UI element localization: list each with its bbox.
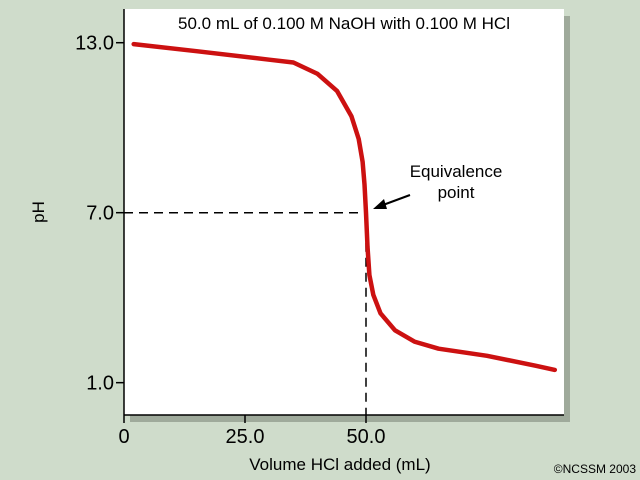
y-axis-title: pH [29, 201, 48, 223]
plot-area [124, 9, 564, 415]
x-tick-label: 0 [118, 426, 129, 448]
y-tick-label: 1.0 [86, 373, 114, 395]
x-tick-label: 50.0 [347, 426, 386, 448]
equivalence-arrow-shaft [382, 194, 411, 206]
x-tick-label: 25.0 [226, 426, 265, 448]
x-axis-title: Volume HCl added (mL) [249, 455, 430, 474]
equivalence-arrow-head [373, 199, 387, 209]
copyright-credit: ©NCSSM 2003 [554, 462, 637, 476]
titration-curve [131, 41, 558, 373]
y-tick-label: 13.0 [75, 33, 114, 55]
chart-title: 50.0 mL of 0.100 M NaOH with 0.100 M HCl [178, 14, 510, 33]
equivalence-label-line-2: point [438, 183, 475, 202]
y-tick-label: 7.0 [86, 203, 114, 225]
equivalence-label-line-1: Equivalence [410, 162, 503, 181]
